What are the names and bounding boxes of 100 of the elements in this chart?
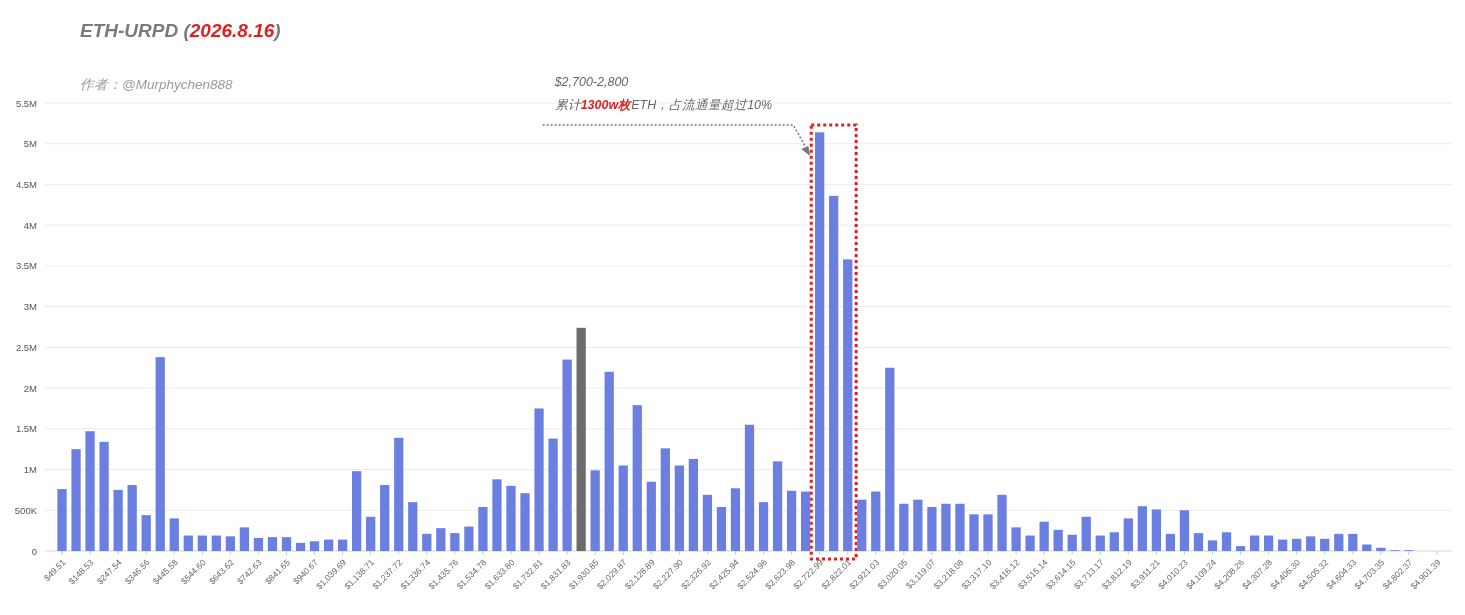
bar [253,537,264,551]
bar [225,536,236,551]
y-tick-label: 1M [23,464,38,476]
bar [618,465,628,551]
bar [183,535,193,551]
bar [169,518,179,551]
y-tick-label: 5M [23,138,38,150]
bar [1376,547,1386,551]
bar [983,514,993,551]
bar [562,359,572,551]
bar [815,132,825,551]
bar [492,479,502,551]
bar [1165,533,1176,551]
bar [1137,506,1147,551]
bar [197,535,207,551]
chart-subtitle: 作者：@Murphychen888 [80,77,234,92]
bar [478,507,488,551]
y-tick-label: 500K [14,504,38,516]
bar [941,503,951,551]
bar [772,461,783,551]
bar [1151,509,1162,551]
bar [295,542,306,551]
y-tick-label: 0 [31,545,37,557]
bar [281,537,292,551]
bar [1095,535,1105,551]
bar [1249,535,1260,551]
bar [744,424,755,551]
bar [85,431,95,551]
bar [1109,532,1119,551]
bar [211,535,221,551]
bar [267,537,278,551]
bar [576,327,586,551]
bar [1362,544,1372,551]
bar [730,488,741,551]
bar [1207,540,1218,551]
bar [99,441,109,551]
bar [632,405,642,551]
bar [422,533,432,551]
bar [829,195,839,551]
bar [1025,535,1035,551]
bar [464,526,474,551]
bar [1067,534,1077,551]
bar [716,507,727,551]
bar [913,499,923,551]
bar [1278,539,1288,551]
bar [380,485,390,551]
bar [1039,521,1049,551]
bar [590,470,600,551]
bar [394,437,404,551]
bar [1123,518,1133,551]
chart-title: ETH-URPD (2026.8.16) [80,20,281,41]
bar [1334,533,1344,551]
bar [927,507,937,551]
bar [1011,527,1021,551]
bar [337,539,348,551]
bar [141,515,151,551]
bar [997,494,1007,551]
bar [239,527,250,551]
bar [506,485,516,551]
bar [899,503,909,551]
y-tick-label: 5.5M [15,97,38,109]
bar [1179,510,1190,551]
y-tick-label: 3M [23,301,38,313]
bar [646,481,656,551]
bar [1320,538,1330,551]
text: $2,700-2,800 [553,75,629,89]
bar [758,502,769,551]
bar [1306,536,1316,551]
bar [604,371,614,551]
bar [436,528,446,551]
bar [155,357,165,551]
bar [969,514,979,551]
annotation: 累计1300w枚ETH，占流通量超过10% [554,98,773,112]
bar [1292,538,1302,551]
bar [885,367,895,551]
bar [1263,535,1274,551]
bar [323,539,334,551]
bar [57,489,67,551]
bar [71,449,81,551]
bar [548,438,558,551]
bar [1193,533,1204,551]
bar [955,503,965,551]
bar [1053,529,1063,551]
bar [857,499,867,551]
bar [800,491,811,551]
bar [843,259,853,551]
bar [450,533,460,551]
y-tick-label: 4M [23,219,38,231]
bar [674,465,684,551]
bar [352,471,362,551]
bar [1348,533,1358,551]
bar [366,516,376,551]
bar [309,541,320,551]
bar [660,448,670,551]
bar [1081,516,1091,551]
y-tick-label: 2.5M [15,341,38,353]
bar [702,494,713,551]
bar [1235,546,1246,551]
bar [871,491,881,551]
bar [1221,532,1232,551]
